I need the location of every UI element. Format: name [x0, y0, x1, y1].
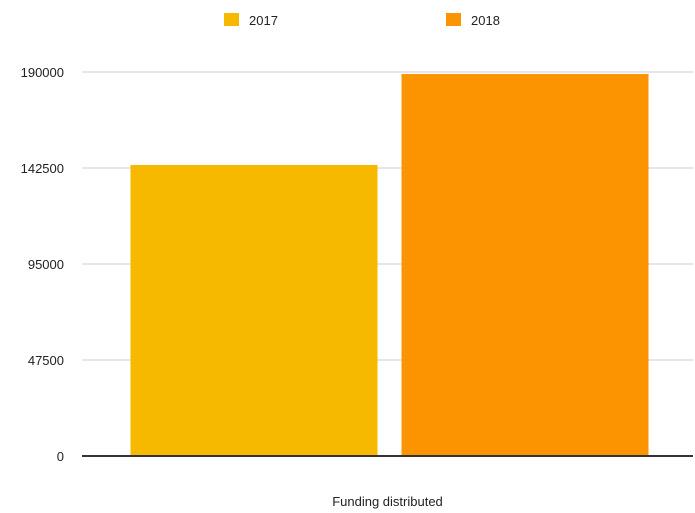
y-tick-label-0: 0	[57, 449, 64, 464]
y-axis-tick-labels: 0 47500 95000 142500 190000	[21, 65, 64, 464]
y-tick-label-3: 142500	[21, 161, 64, 176]
bar-2018-0	[401, 74, 649, 456]
legend-label-2018: 2018	[471, 13, 500, 28]
y-tick-label-1: 47500	[28, 353, 64, 368]
chart-legend: 2017 2018	[224, 13, 500, 28]
legend-swatch-2017	[224, 13, 239, 26]
y-tick-label-2: 95000	[28, 257, 64, 272]
y-tick-label-4: 190000	[21, 65, 64, 80]
legend-swatch-2018	[446, 13, 461, 26]
x-category-label-0: Funding distributed	[332, 494, 443, 509]
bar-2017-0	[130, 164, 378, 456]
bars	[130, 74, 649, 456]
x-axis-category-labels: Funding distributed	[332, 494, 443, 509]
legend-label-2017: 2017	[249, 13, 278, 28]
